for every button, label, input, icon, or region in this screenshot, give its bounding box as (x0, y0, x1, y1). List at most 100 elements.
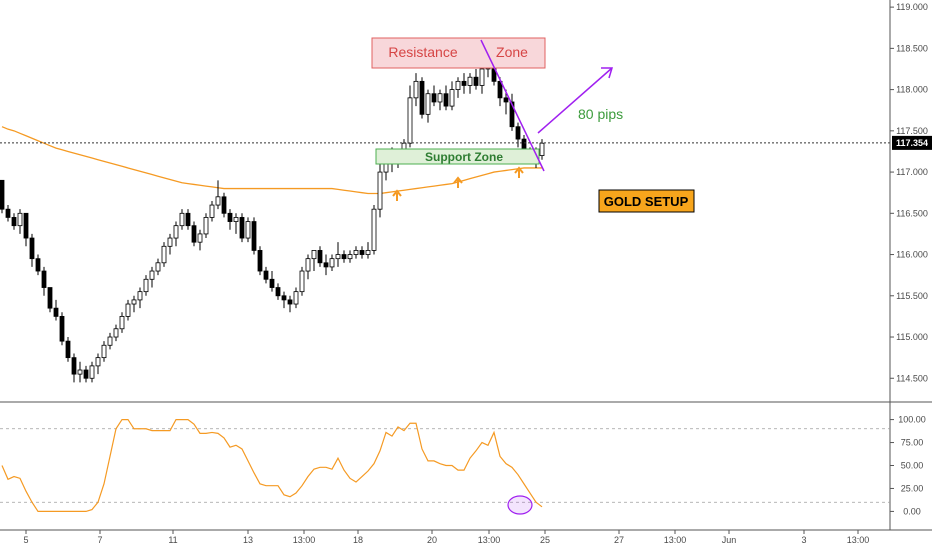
price-tick-label: 114.500 (896, 373, 928, 383)
candle-body-up (77, 369, 83, 375)
candle (347, 250, 353, 263)
candle (77, 361, 83, 383)
time-tick-label: 5 (23, 535, 28, 545)
candle-body-up (143, 278, 149, 293)
pips-label: 80 pips (578, 106, 623, 122)
candle-body-down (515, 126, 521, 140)
candle (461, 73, 467, 94)
candle (167, 233, 173, 255)
current-price-tag-text: 117.354 (896, 138, 928, 148)
candle-body-up (371, 208, 377, 251)
candle-body-down (59, 316, 65, 342)
candle-body-down (5, 208, 11, 218)
candle (95, 353, 101, 375)
price-tick-label: 117.500 (896, 126, 928, 136)
candle (473, 68, 479, 90)
candle-body-down (287, 299, 293, 305)
candle (281, 291, 287, 309)
support-markers (392, 166, 524, 201)
price-tick-label: 115.500 (896, 291, 928, 301)
candle-body-down (473, 76, 479, 86)
time-tick-label: 13:00 (293, 535, 316, 545)
candle-body-up (89, 365, 95, 379)
candle-body-down (341, 254, 347, 260)
candle-body-up (347, 254, 353, 260)
candle (143, 275, 149, 296)
candle-body-down (83, 369, 89, 379)
candle (101, 341, 107, 362)
candle (137, 287, 143, 309)
candle-body-down (239, 217, 245, 239)
candle-body-up (131, 299, 137, 305)
time-tick-label: 11 (168, 535, 177, 545)
candle (245, 217, 251, 243)
candle (17, 209, 23, 234)
gold-setup-label: GOLD SETUP (604, 194, 689, 209)
candle (497, 77, 503, 107)
candle (125, 299, 131, 321)
candle-body-down (431, 93, 437, 103)
price-tick-label: 116.000 (896, 250, 928, 260)
candle-body-up (113, 328, 119, 338)
candle-body-down (29, 237, 35, 260)
support-zone (375, 148, 540, 165)
candle (65, 337, 71, 362)
price-axis: 119.000 118.500 118.000 117.500 117.000 116.5… (890, 2, 928, 383)
candle (53, 299, 59, 321)
candle (425, 89, 431, 123)
candle-body-up (179, 212, 185, 227)
candle (11, 213, 17, 230)
projection-arrow-shaft (537, 67, 613, 134)
candle-body-down (443, 93, 449, 107)
candle (503, 89, 509, 115)
time-axis: 5 7 11 13 13:00 18 20 13:00 25 27 13:00 Jun 3 13:00 (23, 530, 869, 545)
candle-body-down (227, 212, 233, 222)
candle (185, 209, 191, 230)
projection-arrow-head (601, 67, 614, 79)
candle-body-up (365, 250, 371, 255)
oscillator-tick-label: 0.00 (903, 506, 921, 516)
candle (239, 213, 245, 243)
oversold-highlight-circle (507, 495, 533, 515)
candle-body-down (221, 196, 227, 214)
gold-setup-box (598, 189, 695, 213)
price-tick-label: 118.500 (896, 43, 928, 53)
candle-body-down (269, 278, 275, 288)
candle-body-up (413, 80, 419, 99)
candle-body-down (275, 287, 281, 297)
candle-body-up (161, 245, 167, 264)
candle-body-down (191, 225, 197, 243)
candle (71, 353, 77, 383)
price-tick-label: 117.000 (896, 167, 928, 177)
candle (107, 332, 113, 350)
candle-body-down (263, 270, 269, 280)
candle-body-down (461, 80, 467, 86)
candle (323, 254, 329, 276)
time-tick-label: 27 (614, 535, 624, 545)
time-tick-label: 13:00 (478, 535, 501, 545)
candle (197, 229, 203, 251)
candle (479, 64, 485, 94)
oscillator-tick-label: 100.00 (898, 415, 926, 425)
candle (47, 287, 53, 313)
resistance-label-left: Resistance (388, 44, 457, 60)
candle-body-up (233, 217, 239, 222)
candle-body-down (35, 258, 41, 272)
candle-body-up (305, 258, 311, 272)
candle (305, 254, 311, 280)
candle-body-down (23, 212, 29, 239)
candle (155, 258, 161, 276)
candle-body-down (65, 340, 71, 359)
candle-body-up (173, 225, 179, 239)
candle (341, 250, 347, 263)
resistance-label-right: Zone (496, 44, 528, 60)
oscillator-tick-label: 75.00 (901, 438, 924, 448)
candle (335, 242, 341, 267)
candle (359, 246, 365, 259)
candle-body-up (383, 163, 389, 173)
candle (113, 324, 119, 342)
candle-body-down (41, 270, 47, 288)
candle (365, 242, 371, 259)
